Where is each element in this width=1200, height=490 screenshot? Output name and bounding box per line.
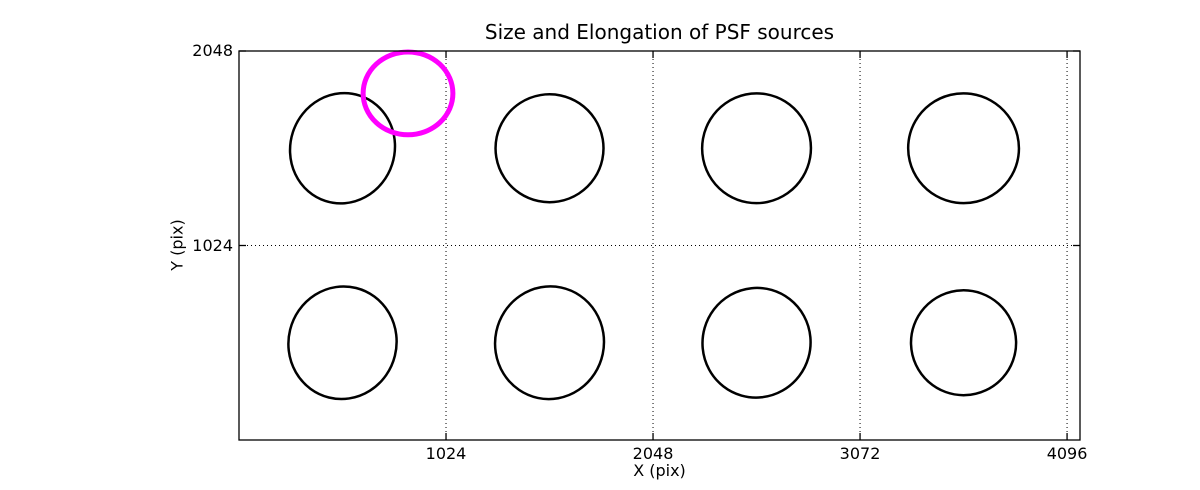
x-axis-label: X (pix) <box>633 461 686 480</box>
chart-title: Size and Elongation of PSF sources <box>484 20 835 44</box>
y-tick-label: 1024 <box>192 235 233 255</box>
highlight-ellipse <box>360 49 456 138</box>
psf-ellipse <box>493 285 606 401</box>
psf-ellipse <box>287 285 398 401</box>
highlight-ellipse <box>360 49 456 138</box>
x-tick-label: 1024 <box>425 444 467 463</box>
psf-ellipse <box>494 93 605 204</box>
psf-ellipse <box>701 286 812 399</box>
psf-ellipse <box>909 289 1018 397</box>
x-tick-label: 4096 <box>1046 444 1088 463</box>
x-tick-label: 2048 <box>632 444 674 463</box>
x-tick-label: 3072 <box>839 444 881 463</box>
plot-border <box>238 50 1081 441</box>
y-tick-label: 2048 <box>192 41 233 60</box>
psf-ellipse <box>288 91 397 205</box>
psf-ellipse <box>906 92 1021 205</box>
psf-ellipse <box>700 92 813 205</box>
